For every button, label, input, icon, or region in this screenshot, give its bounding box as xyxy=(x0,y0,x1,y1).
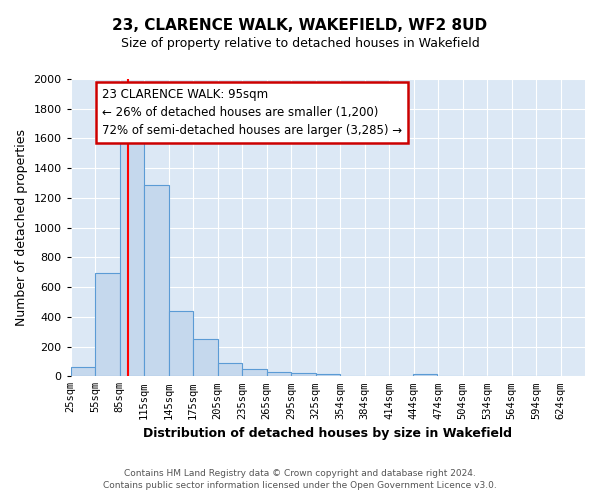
Bar xyxy=(291,374,316,376)
Bar xyxy=(169,311,193,376)
Text: 23 CLARENCE WALK: 95sqm
← 26% of detached houses are smaller (1,200)
72% of semi: 23 CLARENCE WALK: 95sqm ← 26% of detache… xyxy=(101,88,401,137)
Text: Contains HM Land Registry data © Crown copyright and database right 2024.: Contains HM Land Registry data © Crown c… xyxy=(124,468,476,477)
Bar xyxy=(71,366,95,376)
Text: Contains public sector information licensed under the Open Government Licence v3: Contains public sector information licen… xyxy=(103,481,497,490)
Text: 23, CLARENCE WALK, WAKEFIELD, WF2 8UD: 23, CLARENCE WALK, WAKEFIELD, WF2 8UD xyxy=(112,18,488,32)
Bar xyxy=(193,339,218,376)
Text: Size of property relative to detached houses in Wakefield: Size of property relative to detached ho… xyxy=(121,38,479,51)
Bar xyxy=(218,363,242,376)
Bar xyxy=(242,368,266,376)
Bar xyxy=(144,186,169,376)
X-axis label: Distribution of detached houses by size in Wakefield: Distribution of detached houses by size … xyxy=(143,427,512,440)
Bar xyxy=(413,374,437,376)
Bar xyxy=(119,132,144,376)
Y-axis label: Number of detached properties: Number of detached properties xyxy=(15,129,28,326)
Bar xyxy=(95,273,119,376)
Bar xyxy=(266,372,291,376)
Bar xyxy=(316,374,340,376)
